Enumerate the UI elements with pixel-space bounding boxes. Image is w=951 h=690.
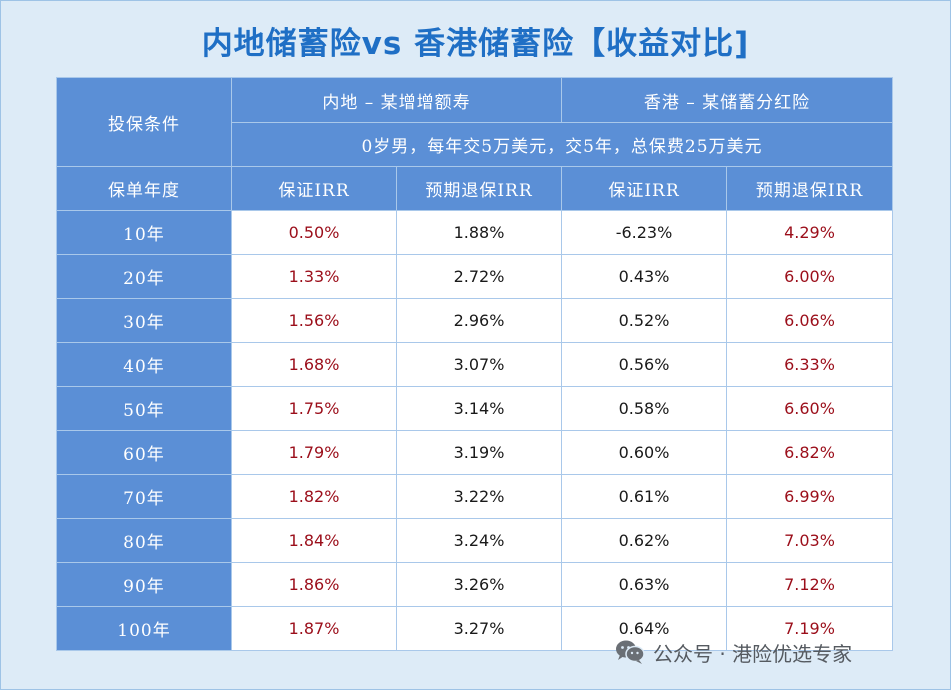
hk-guaranteed-irr: 0.43%: [561, 254, 727, 299]
hk-header: 香港 – 某储蓄分红险: [561, 77, 893, 123]
hk-guaranteed-irr: 0.63%: [561, 562, 727, 607]
comparison-table: 投保条件 内地 – 某增增额寿 香港 – 某储蓄分红险 0岁男，每年交5万美元，…: [56, 77, 893, 651]
mainland-guaranteed-irr: 1.56%: [231, 298, 397, 343]
row-year: 100年: [56, 606, 232, 651]
table-row: 70年 1.82% 3.22% 0.61% 6.99%: [56, 474, 893, 519]
mainland-expected-irr: 2.96%: [396, 298, 562, 343]
mainland-guaranteed-irr: 1.82%: [231, 474, 397, 519]
hk-expected-irr: 6.99%: [726, 474, 893, 519]
row-year: 60年: [56, 430, 232, 475]
mainland-guaranteed-irr: 1.75%: [231, 386, 397, 431]
hk-expected-irr: 6.60%: [726, 386, 893, 431]
mainland-guaranteed-irr: 1.79%: [231, 430, 397, 475]
table-row: 60年 1.79% 3.19% 0.60% 6.82%: [56, 430, 893, 475]
row-year: 10年: [56, 210, 232, 255]
mainland-guaranteed-irr: 1.86%: [231, 562, 397, 607]
mainland-guaranteed-irr: 0.50%: [231, 210, 397, 255]
col-header-mainland-guaranteed: 保证IRR: [231, 166, 397, 211]
table-row: 10年 0.50% 1.88% -6.23% 4.29%: [56, 210, 893, 255]
table-row: 100年 1.87% 3.27% 0.64% 7.19%: [56, 606, 893, 651]
mainland-header: 内地 – 某增增额寿: [231, 77, 562, 123]
mainland-expected-irr: 3.19%: [396, 430, 562, 475]
col-header-hk-guaranteed: 保证IRR: [561, 166, 727, 211]
mainland-expected-irr: 3.27%: [396, 606, 562, 651]
mainland-guaranteed-irr: 1.84%: [231, 518, 397, 563]
mainland-guaranteed-irr: 1.68%: [231, 342, 397, 387]
mainland-guaranteed-irr: 1.87%: [231, 606, 397, 651]
table-row: 50年 1.75% 3.14% 0.58% 6.60%: [56, 386, 893, 431]
year-header: 保单年度: [56, 166, 232, 211]
wechat-icon: [615, 639, 645, 665]
row-year: 70年: [56, 474, 232, 519]
row-year: 20年: [56, 254, 232, 299]
row-year: 80年: [56, 518, 232, 563]
mainland-expected-irr: 3.26%: [396, 562, 562, 607]
hk-expected-irr: 4.29%: [726, 210, 893, 255]
mainland-expected-irr: 3.14%: [396, 386, 562, 431]
hk-guaranteed-irr: 0.52%: [561, 298, 727, 343]
mainland-expected-irr: 2.72%: [396, 254, 562, 299]
hk-guaranteed-irr: -6.23%: [561, 210, 727, 255]
row-year: 30年: [56, 298, 232, 343]
row-year: 50年: [56, 386, 232, 431]
hk-expected-irr: 6.06%: [726, 298, 893, 343]
table-row: 20年 1.33% 2.72% 0.43% 6.00%: [56, 254, 893, 299]
watermark: 公众号 · 港险优选专家: [615, 636, 852, 668]
mainland-expected-irr: 3.22%: [396, 474, 562, 519]
hk-guaranteed-irr: 0.62%: [561, 518, 727, 563]
hk-expected-irr: 7.12%: [726, 562, 893, 607]
col-header-hk-expected: 预期退保IRR: [726, 166, 893, 211]
col-header-mainland-expected: 预期退保IRR: [396, 166, 562, 211]
table-row: 80年 1.84% 3.24% 0.62% 7.03%: [56, 518, 893, 563]
hk-expected-irr: 6.00%: [726, 254, 893, 299]
table-row: 30年 1.56% 2.96% 0.52% 6.06%: [56, 298, 893, 343]
hk-guaranteed-irr: 0.56%: [561, 342, 727, 387]
hk-guaranteed-irr: 0.58%: [561, 386, 727, 431]
watermark-text: 公众号 · 港险优选专家: [653, 641, 853, 666]
hk-guaranteed-irr: 0.61%: [561, 474, 727, 519]
row-year: 90年: [56, 562, 232, 607]
condition-header: 投保条件: [56, 77, 232, 167]
hk-expected-irr: 7.03%: [726, 518, 893, 563]
condition-description: 0岁男，每年交5万美元，交5年，总保费25万美元: [231, 122, 893, 167]
hk-guaranteed-irr: 0.60%: [561, 430, 727, 475]
hk-expected-irr: 7.19%: [726, 606, 893, 651]
page-title: 内地储蓄险vs 香港储蓄险【收益对比]: [201, 26, 750, 62]
row-year: 40年: [56, 342, 232, 387]
table-row: 40年 1.68% 3.07% 0.56% 6.33%: [56, 342, 893, 387]
hk-expected-irr: 6.33%: [726, 342, 893, 387]
hk-guaranteed-irr: 0.64%: [561, 606, 727, 651]
mainland-expected-irr: 3.24%: [396, 518, 562, 563]
mainland-expected-irr: 1.88%: [396, 210, 562, 255]
hk-expected-irr: 6.82%: [726, 430, 893, 475]
table-row: 90年 1.86% 3.26% 0.63% 7.12%: [56, 562, 893, 607]
mainland-expected-irr: 3.07%: [396, 342, 562, 387]
mainland-guaranteed-irr: 1.33%: [231, 254, 397, 299]
